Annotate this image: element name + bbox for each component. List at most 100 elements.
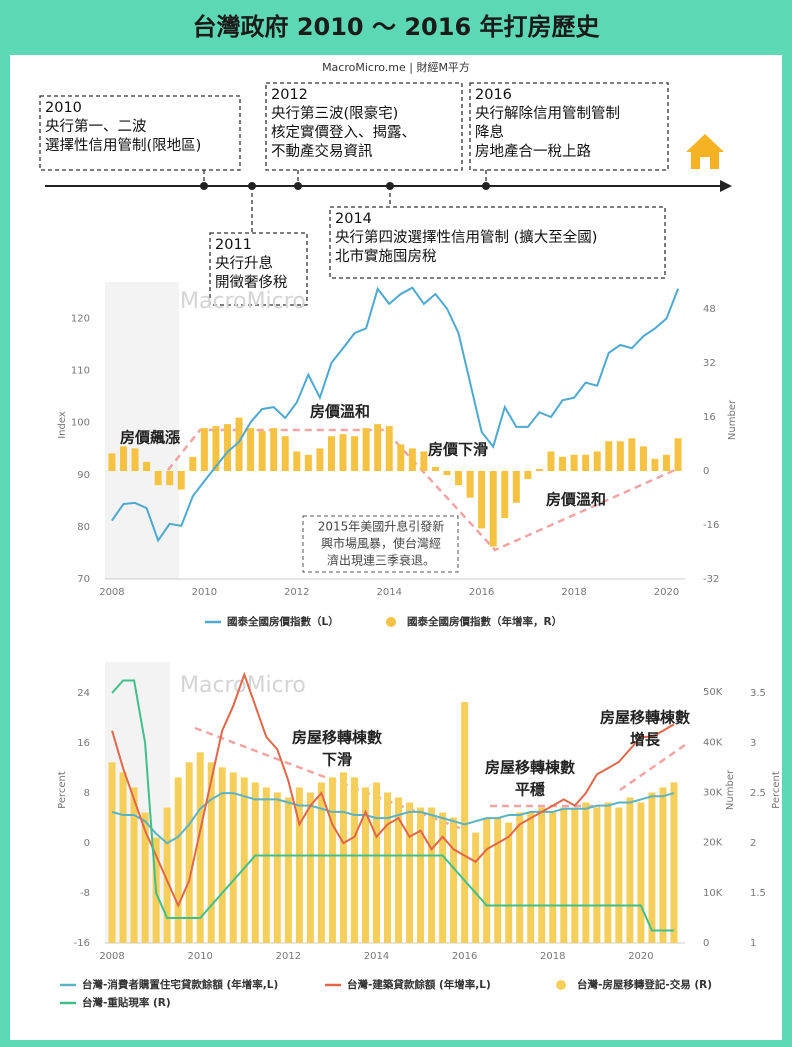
bar — [431, 466, 439, 471]
bar — [284, 797, 292, 943]
y-tick-label: 90 — [77, 470, 90, 481]
x-tick-label: 2014 — [376, 587, 401, 598]
line — [111, 679, 674, 932]
bar — [327, 436, 335, 471]
bar — [270, 428, 278, 471]
bar — [560, 807, 568, 943]
note-text: 興市場風暴，使台灣經 — [321, 536, 441, 551]
x-tick-label: 2018 — [561, 587, 586, 598]
annotation: 平穩 — [515, 781, 545, 799]
y-tick-label: 16 — [77, 738, 90, 749]
bar — [166, 471, 174, 486]
bar — [571, 807, 579, 943]
x-tick-label: 2010 — [192, 587, 217, 598]
bar — [141, 812, 149, 943]
bar — [262, 787, 270, 943]
bar — [154, 471, 162, 486]
event-text: 央行升息 — [215, 255, 273, 272]
y-tick-label: -16 — [74, 938, 90, 949]
bar — [361, 787, 369, 943]
timeline-dots — [200, 182, 490, 190]
legend-swatch — [556, 980, 566, 990]
y-tick-label: 24 — [77, 688, 90, 699]
y2-axis-label: Number — [725, 769, 736, 810]
y2-tick-label: 32 — [703, 358, 716, 369]
y2-tick-label: 0 — [703, 938, 709, 949]
event-text: 降息 — [475, 124, 504, 141]
bar — [108, 453, 116, 471]
x-tick-label: 2020 — [628, 951, 653, 962]
legend-swatch — [386, 617, 396, 627]
bar — [670, 782, 678, 943]
bar — [384, 792, 392, 943]
bar — [306, 792, 314, 943]
annotation: 房價飆漲 — [120, 429, 181, 447]
bar — [494, 817, 502, 943]
bar — [549, 812, 557, 943]
x-tick-label: 2012 — [276, 951, 301, 962]
bar — [316, 448, 324, 471]
annotation: 房屋移轉棟數 — [600, 709, 690, 727]
event-year: 2014 — [335, 211, 372, 227]
x-tick-label: 2018 — [540, 951, 565, 962]
event-year: 2010 — [45, 100, 82, 116]
source: MacroMicro.me | 財經M平方 — [322, 60, 470, 74]
bar — [339, 434, 347, 471]
event-text: 央行第三波(限豪宅) — [271, 104, 398, 122]
bar — [328, 777, 336, 943]
bar — [663, 454, 671, 471]
y-tick-label: -8 — [80, 888, 90, 899]
watermark: MacroMicro — [180, 289, 306, 314]
bar — [317, 782, 325, 943]
bar — [443, 471, 451, 476]
bar — [143, 461, 151, 471]
event-year: 2011 — [215, 237, 252, 253]
bar — [535, 468, 543, 471]
bar — [119, 446, 127, 471]
bar — [570, 454, 578, 471]
event-text: 央行解除信用管制管制 — [475, 105, 620, 122]
bar — [350, 777, 358, 943]
y-tick-label: 100 — [71, 418, 90, 429]
y2-tick-label: 50K — [703, 687, 723, 698]
bar — [273, 792, 281, 943]
y3-tick-label: 3.5 — [750, 688, 766, 699]
y3-tick-label: 1 — [750, 938, 756, 949]
bar — [339, 772, 347, 943]
y2-tick-label: 48 — [703, 304, 716, 315]
note-text: 濟出現連三季衰退。 — [327, 553, 435, 568]
bar — [420, 451, 428, 471]
x-tick-label: 2008 — [99, 951, 124, 962]
y2-tick-label: 30K — [703, 787, 723, 798]
bar — [604, 802, 612, 943]
dot — [386, 182, 394, 190]
event-text: 北市實施囤房稅 — [335, 247, 437, 265]
y2-tick-label: 16 — [703, 412, 716, 423]
bar — [397, 444, 405, 471]
timeline — [39, 82, 669, 306]
event-box — [265, 82, 463, 171]
y-tick-label: 110 — [71, 366, 90, 377]
bar — [472, 832, 480, 943]
legend-label: 國泰全國房價指數（年增率，R） — [407, 615, 562, 628]
dot — [482, 182, 490, 190]
legend-label: 台灣-重貼現率 (R) — [82, 996, 171, 1009]
bar — [582, 454, 590, 471]
bar — [527, 812, 535, 943]
dot — [200, 182, 208, 190]
bar — [559, 456, 567, 471]
bar — [505, 822, 513, 943]
event-text: 房地產合一稅上路 — [475, 143, 591, 160]
annotation: 房價溫和 — [310, 403, 370, 421]
legend-label: 台灣-建築貸款餘額 (年增率,L) — [347, 978, 491, 991]
bar — [131, 448, 139, 471]
bar — [185, 762, 193, 943]
bar — [524, 471, 532, 480]
connector — [203, 170, 487, 233]
y-axis-label: Index — [57, 411, 68, 439]
y3-axis-label: Percent — [771, 771, 782, 809]
x-tick-label: 2010 — [187, 951, 212, 962]
y2-axis-label: Number — [727, 399, 738, 440]
bar — [489, 471, 497, 547]
